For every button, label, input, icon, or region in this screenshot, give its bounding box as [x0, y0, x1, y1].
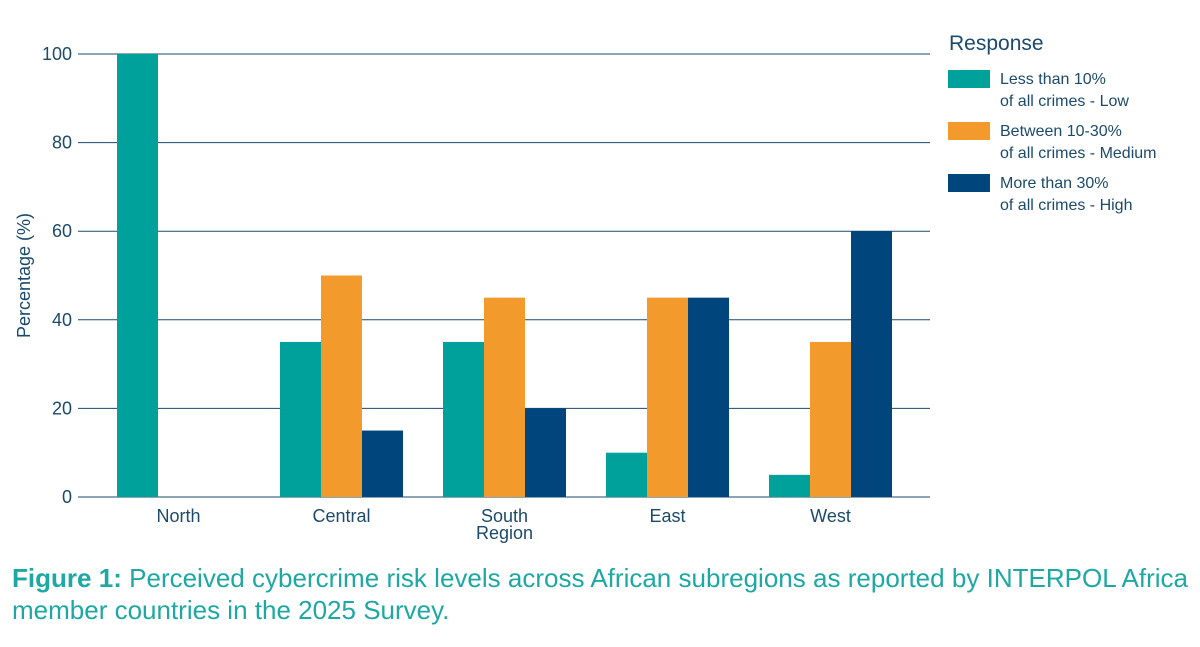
legend-label-1: Between 10-30%	[1000, 123, 1122, 140]
x-tick-label-0: North	[156, 506, 200, 526]
x-tick-label-2: South	[481, 506, 528, 526]
bar-1-series-0	[280, 341, 321, 497]
x-tick-label-1: Central	[312, 506, 370, 526]
legend-label-2-line-1: of all crimes - High	[1000, 197, 1132, 214]
figure-caption: Figure 1: Perceived cybercrime risk leve…	[12, 562, 1188, 626]
legend-label-0-line-1: of all crimes - Low	[1000, 93, 1129, 110]
legend-label-0: Less than 10%	[1000, 71, 1106, 88]
figure-caption-text: Perceived cybercrime risk levels across …	[12, 563, 1188, 625]
bar-0-series-0	[117, 54, 158, 497]
y-tick-label-40: 40	[52, 310, 72, 330]
x-tick-label-4: West	[810, 506, 851, 526]
bar-chart: 0 20 40 60 80 100 Percentage (%) North Central So…	[14, 32, 1156, 543]
bar-1-series-2	[362, 430, 403, 497]
bar-2-series-0	[443, 341, 484, 497]
legend-label-2: More than 30%	[1000, 175, 1109, 192]
bar-3-series-0	[606, 452, 647, 497]
y-tick-label-80: 80	[52, 133, 72, 153]
legend-swatch-2	[948, 174, 990, 192]
y-axis-label: Percentage (%)	[14, 213, 34, 338]
legend-swatch-0	[948, 70, 990, 88]
bar-1-series-1	[321, 275, 362, 497]
y-tick-label-100: 100	[42, 44, 72, 64]
bar-3-series-2	[688, 297, 729, 497]
bar-4-series-2	[851, 231, 892, 497]
x-tick-label-2-line-1: Region	[476, 523, 533, 543]
legend-label-1-line-1: of all crimes - Medium	[1000, 145, 1156, 162]
y-tick-label-20: 20	[52, 398, 72, 418]
bar-2-series-2	[525, 408, 566, 497]
figure-caption-label: Figure 1:	[12, 563, 122, 593]
bar-4-series-0	[769, 474, 810, 497]
bar-4-series-1	[810, 341, 851, 497]
bar-2-series-1	[484, 297, 525, 497]
bar-3-series-1	[647, 297, 688, 497]
y-tick-label-60: 60	[52, 221, 72, 241]
x-tick-label-3: East	[649, 506, 685, 526]
legend-title: Response	[949, 32, 1044, 55]
legend-swatch-1	[948, 122, 990, 140]
y-tick-label-0: 0	[62, 487, 72, 507]
